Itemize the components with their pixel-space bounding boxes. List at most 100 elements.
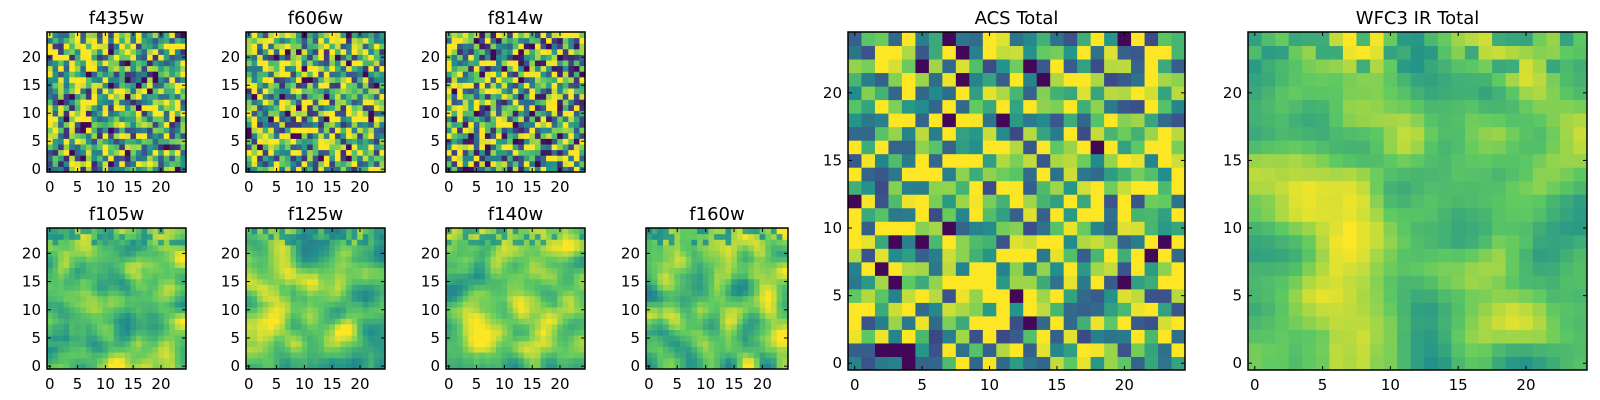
heatmap-cell: [1077, 329, 1092, 344]
heatmap-cell: [130, 104, 137, 111]
heatmap-cell: [753, 335, 761, 342]
heatmap-cell: [534, 273, 542, 280]
heatmap-cell: [301, 149, 308, 156]
heatmap-cell: [657, 301, 664, 308]
heatmap-cell: [457, 256, 464, 263]
heatmap-cell: [152, 244, 159, 252]
heatmap-cell: [579, 121, 586, 128]
heatmap-cell: [546, 32, 553, 39]
heatmap-cell: [518, 363, 525, 370]
heatmap-cell: [379, 295, 386, 302]
heatmap-cell: [1117, 180, 1132, 195]
heatmap-cell: [85, 239, 92, 246]
heatmap-cell: [512, 329, 519, 336]
heatmap-cell: [1063, 167, 1078, 182]
heatmap-cell: [736, 306, 744, 314]
heatmap-cell: [113, 60, 120, 67]
heatmap-cell: [557, 160, 564, 167]
heatmap-cell: [368, 149, 375, 156]
heatmap-cell: [124, 99, 131, 106]
heatmap-cell: [473, 88, 480, 95]
heatmap-cell: [708, 306, 715, 314]
heatmap-cell: [124, 301, 131, 308]
heatmap-cell: [462, 93, 469, 100]
heatmap-cell: [279, 363, 286, 370]
heatmap-cell: [351, 54, 358, 61]
heatmap-cell: [479, 329, 486, 336]
heatmap-cell: [152, 32, 159, 39]
heatmap-cell: [479, 363, 486, 370]
heatmap-cell: [562, 54, 569, 61]
heatmap-cell: [323, 149, 330, 156]
heatmap-cell: [97, 261, 104, 268]
heatmap-cell: [719, 306, 727, 314]
heatmap-cell: [279, 121, 286, 128]
heatmap-cell: [457, 261, 464, 268]
heatmap-cell: [446, 346, 453, 353]
heatmap-cell: [368, 93, 375, 100]
heatmap-cell: [102, 244, 109, 252]
heatmap-cell: [579, 357, 586, 364]
heatmap-cell: [540, 127, 547, 134]
heatmap-cell: [1104, 221, 1119, 236]
heatmap-cell: [379, 132, 386, 139]
heatmap-cell: [379, 261, 386, 268]
heatmap-cell: [765, 312, 772, 319]
heatmap-cell: [484, 363, 491, 370]
heatmap-cell: [484, 323, 491, 331]
heatmap-cell: [141, 110, 148, 117]
heatmap-cell: [451, 244, 458, 252]
heatmap-cell: [1131, 180, 1146, 195]
heatmap-cell: [540, 60, 547, 67]
heatmap-cell: [268, 233, 275, 240]
heatmap-cell: [124, 132, 131, 139]
heatmap-cell: [74, 233, 81, 240]
heatmap-cell: [74, 76, 81, 83]
heatmap-cell: [268, 228, 275, 235]
heatmap-cell: [273, 149, 280, 156]
heatmap-cell: [290, 71, 297, 78]
heatmap-cell: [996, 167, 1011, 182]
heatmap-cell: [928, 329, 943, 344]
heatmap-cell: [874, 275, 889, 290]
heatmap-cell: [163, 340, 170, 347]
heatmap-cell: [901, 221, 916, 236]
heatmap-cell: [501, 160, 508, 167]
heatmap-cell: [47, 284, 54, 291]
heatmap-cell: [770, 357, 778, 364]
heatmap-cell: [651, 363, 658, 370]
heatmap-cell: [113, 357, 120, 364]
heatmap-cell: [174, 132, 181, 139]
heatmap-cell: [262, 340, 269, 347]
heatmap-cell: [736, 312, 744, 319]
heatmap-cell: [119, 121, 126, 128]
heatmap-cell: [251, 363, 258, 370]
heatmap-cell: [540, 82, 547, 89]
y-tick-label: 15: [22, 76, 41, 94]
heatmap-cell: [473, 284, 480, 291]
heatmap-cell: [697, 306, 704, 314]
heatmap-cell: [312, 93, 319, 100]
heatmap-cell: [557, 138, 564, 145]
heatmap-cell: [501, 335, 508, 342]
heatmap-cell: [725, 335, 732, 342]
heatmap-cell: [657, 284, 664, 291]
heatmap-cell: [551, 60, 558, 67]
heatmap-cell: [1050, 194, 1065, 209]
heatmap-cell: [484, 244, 491, 252]
heatmap-cell: [523, 250, 530, 257]
heatmap-cell: [346, 138, 353, 145]
heatmap-cell: [473, 60, 480, 67]
x-tick-label: 10: [295, 375, 314, 393]
heatmap-cell: [91, 138, 98, 145]
heatmap-cell: [113, 121, 120, 128]
heatmap-cell: [546, 261, 553, 268]
heatmap-cell: [52, 127, 59, 134]
heatmap-cell: [540, 43, 547, 50]
heatmap-cell: [246, 104, 253, 111]
heatmap-cell: [147, 284, 154, 291]
heatmap-cell: [501, 346, 508, 353]
x-tick-label: 0: [244, 178, 254, 196]
heatmap-cell: [446, 71, 453, 78]
